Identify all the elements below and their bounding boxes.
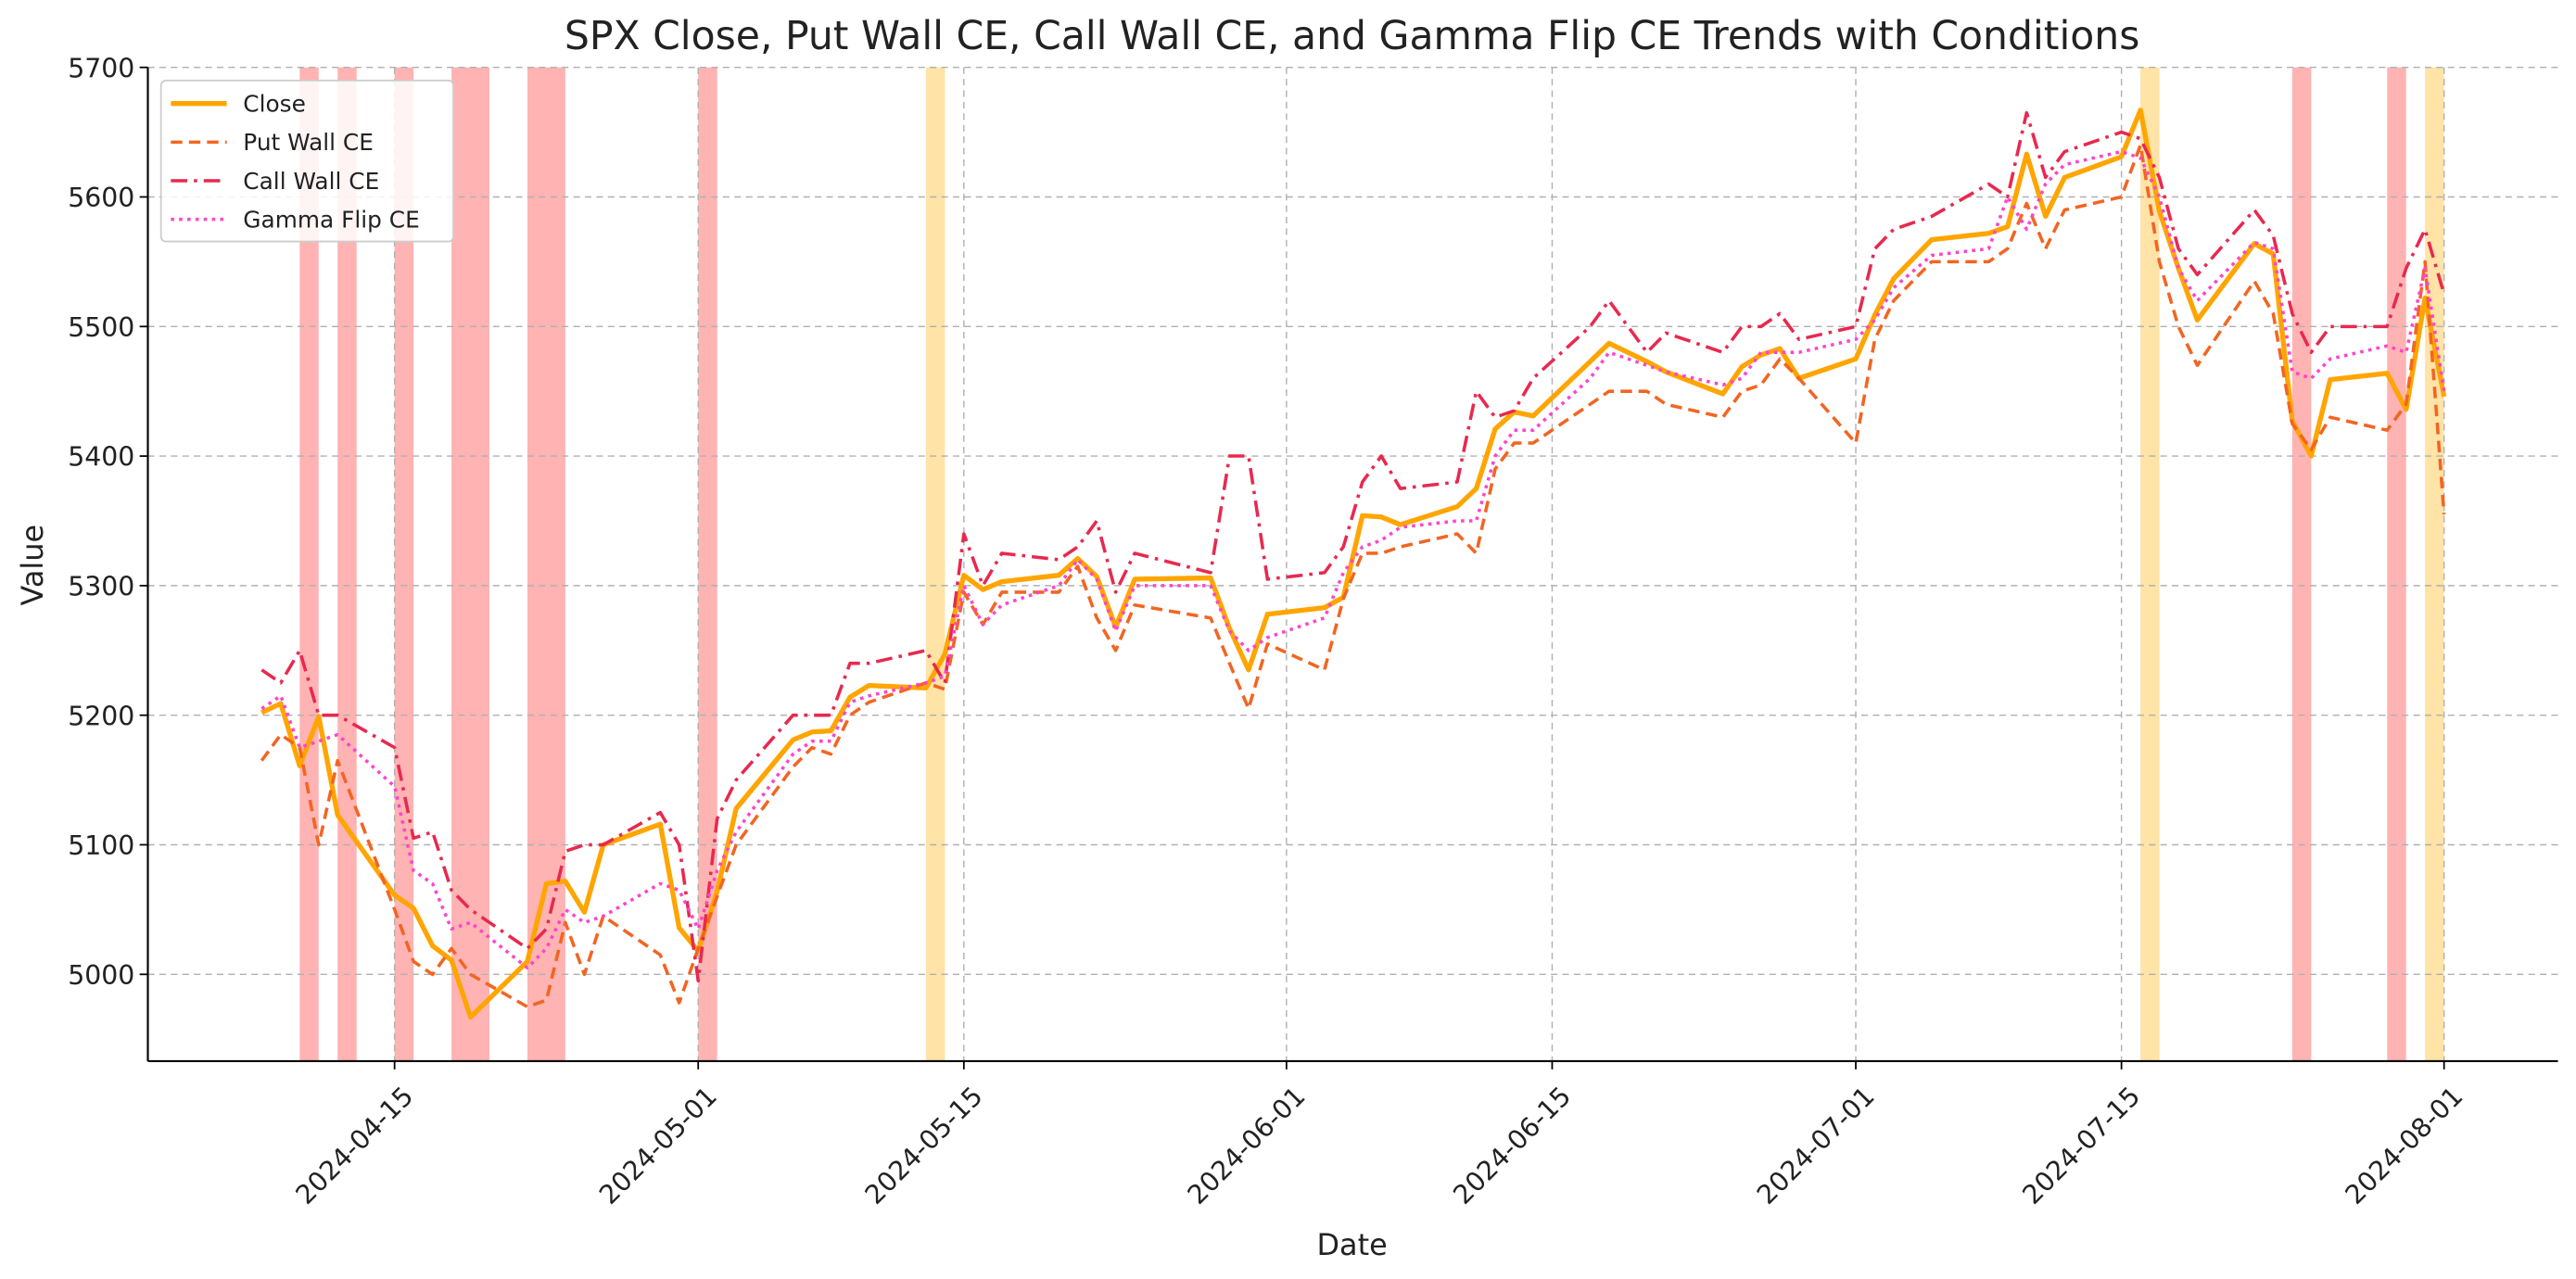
legend-label: Close <box>243 91 306 118</box>
x-tick-label: 2024-04-15 <box>290 1081 420 1210</box>
highlight-band <box>299 67 319 1061</box>
highlight-band <box>2425 67 2444 1061</box>
x-tick-label: 2024-05-15 <box>859 1081 989 1210</box>
x-tick-label: 2024-08-01 <box>2340 1081 2469 1210</box>
y-tick-label: 5700 <box>68 53 134 83</box>
legend-box <box>159 79 455 243</box>
series-line <box>260 149 2446 970</box>
highlight-band <box>451 67 471 1061</box>
highlight-band <box>546 67 565 1061</box>
highlight-band <box>2140 67 2160 1061</box>
x-tick-label: 2024-05-01 <box>593 1081 723 1210</box>
x-tick-label: 2024-07-15 <box>2017 1081 2147 1210</box>
series-line <box>260 110 2446 983</box>
legend-label: Call Wall CE <box>243 168 379 195</box>
y-tick-label: 5500 <box>68 312 134 343</box>
highlight-band <box>2387 67 2406 1061</box>
chart-title: SPX Close, Put Wall CE, Call Wall CE, an… <box>565 14 2140 59</box>
x-tick-label: 2024-07-01 <box>1751 1081 1881 1210</box>
highlight-band <box>698 67 717 1061</box>
y-tick-label: 5100 <box>68 830 134 861</box>
x-tick-label: 2024-06-01 <box>1182 1081 1312 1210</box>
series-line <box>260 108 2447 1020</box>
y-tick-label: 5000 <box>68 960 134 991</box>
x-tick-label: 2024-06-15 <box>1447 1081 1577 1210</box>
legend-label: Put Wall CE <box>243 129 374 156</box>
y-axis-label: Value <box>15 525 50 606</box>
y-tick-label: 5300 <box>68 572 134 602</box>
highlight-band <box>337 67 357 1061</box>
highlight-band <box>527 67 547 1061</box>
legend-label: Gamma Flip CE <box>243 207 419 234</box>
x-axis-label: Date <box>1317 1227 1388 1262</box>
series-line <box>260 143 2446 1009</box>
y-tick-label: 5600 <box>68 183 134 213</box>
highlight-band <box>925 67 945 1061</box>
highlight-band <box>2291 67 2312 1061</box>
y-tick-label: 5200 <box>68 701 134 731</box>
highlight-band <box>470 67 490 1061</box>
y-tick-label: 5400 <box>68 442 134 473</box>
